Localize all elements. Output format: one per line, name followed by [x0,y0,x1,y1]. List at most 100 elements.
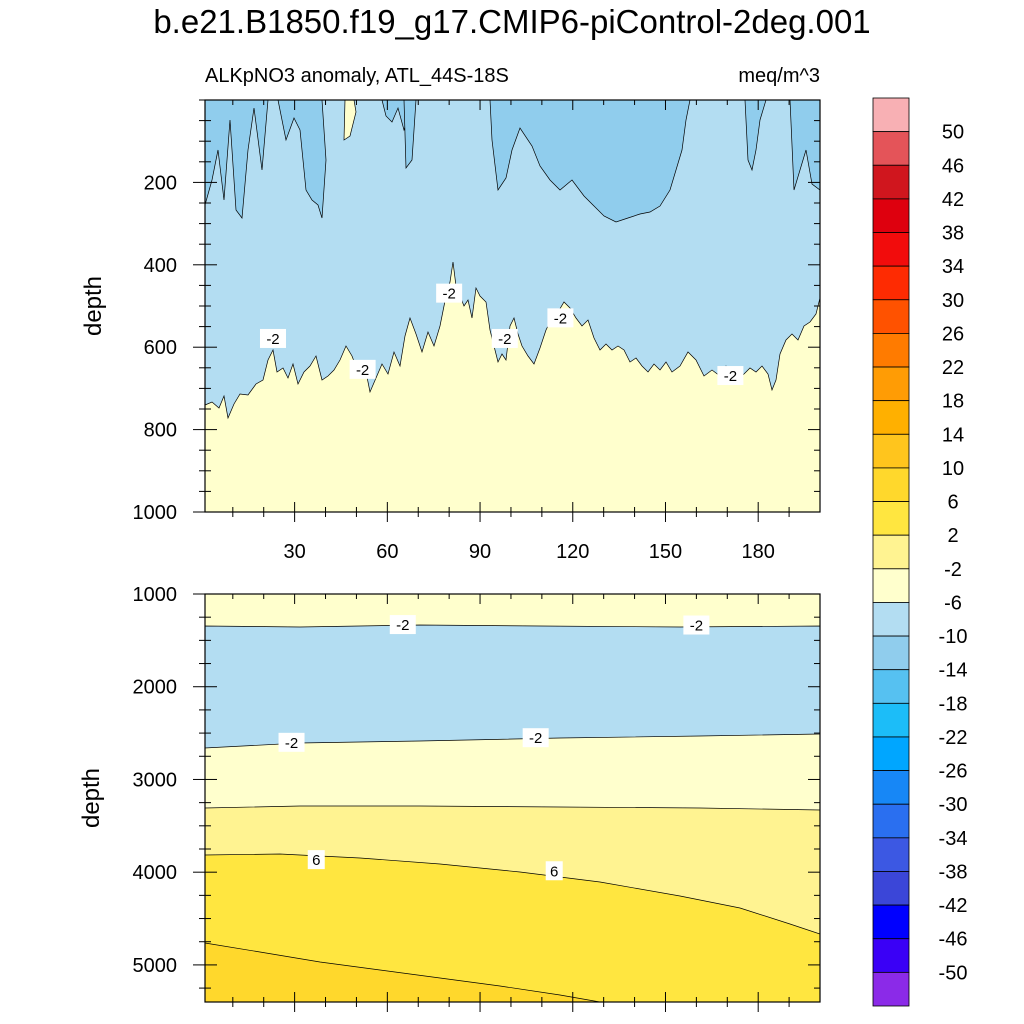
colorbar-label: -6 [944,592,962,614]
x-tick-label: 120 [556,541,589,563]
y-tick-label: 1000 [133,584,178,606]
top-contour-panel: ALKpNO3 anomaly, ATL_44S-18S meq/m^3 30 6… [80,65,821,563]
colorbar-label: -38 [939,861,968,883]
y-tick-label: 2000 [133,677,178,699]
colorbar-swatch [872,971,910,1007]
colorbar-label: 14 [942,424,964,446]
colorbar-swatch [872,770,910,805]
colorbar-swatch [872,534,910,570]
x-tick-label: 180 [742,541,775,563]
colorbar-label: -50 [939,962,968,984]
contour-label: -2 [356,362,369,379]
colorbar-swatch [872,702,910,738]
contour-label-box [683,615,710,635]
colorbar-label: 42 [942,189,964,211]
x-tick-label: 30 [283,541,305,563]
colorbar-swatch [872,736,910,771]
contour-label-box [545,861,563,881]
colorbar-swatch [872,366,910,402]
contour-label-box [436,283,463,303]
contour-label: -2 [442,286,455,303]
top-panel-subtitle: ALKpNO3 anomaly, ATL_44S-18S [205,65,509,87]
colorbar-swatch [872,803,910,839]
contour-label-box [522,728,549,748]
colorbar-label: -26 [939,761,968,783]
colorbar-label: -10 [939,626,968,648]
y-tick-label: 200 [144,172,177,194]
figure-title: b.e21.B1850.f19_g17.CMIP6-piControl-2deg… [153,3,870,40]
contour-label-box [547,308,574,328]
colorbar-label: -42 [939,895,968,917]
contour-label: -2 [724,368,737,385]
contour-label: -2 [529,730,542,747]
colorbar-swatch [872,568,910,603]
colorbar-swatch [872,635,910,671]
y-tick-label: 4000 [133,862,178,884]
colorbar-swatch [872,938,910,973]
colorbar-label: -14 [939,660,968,682]
colorbar-label: 6 [947,492,958,514]
y-tick-label: 1000 [133,502,178,524]
colorbar-swatch [872,198,910,233]
contour-label: -2 [554,310,567,327]
colorbar-swatch [872,400,910,435]
contour-label-box [491,328,518,348]
bottom-contour-panel: 1000 2000 3000 4000 5000 -2 -2 -2 -2 6 6 depth [78,584,821,1012]
colorbar-swatch [872,164,910,200]
contour-label: 6 [550,863,558,880]
colorbar-swatch [872,97,910,133]
contour-label-box [259,328,286,348]
colorbar-swatch [872,602,910,637]
top-region-m10-m6-patch [204,99,269,219]
colorbar-swatch [872,333,910,368]
contour-label: -2 [498,331,511,348]
bottom-panel-ylabel: depth [78,768,105,828]
colorbar-label: 50 [942,122,964,144]
colorbar-swatch [872,232,910,267]
contour-label-box [717,366,744,386]
y-tick-label: 3000 [133,769,178,791]
top-panel-ylabel: depth [80,276,107,336]
colorbar-label: 22 [942,357,964,379]
x-tick-label: 150 [649,541,682,563]
top-panel-frame [204,99,821,513]
colorbar-label: -30 [939,794,968,816]
x-tick-label: 60 [376,541,398,563]
y-tick-label: 600 [144,337,177,359]
contour-label-box [349,359,376,379]
colorbar-swatch [872,871,910,906]
y-tick-label: 800 [144,420,177,442]
top-panel-units: meq/m^3 [738,65,820,87]
contour-label-box [389,615,416,635]
colorbar-label: 46 [942,155,964,177]
colorbar-swatch [872,433,910,469]
top-region-m10-m6-patch [277,99,327,219]
top-region-m10-m6-patch [489,99,691,223]
contour-label: -2 [396,617,409,634]
colorbar: 50 46 42 38 34 30 26 22 18 14 10 6 2 -2 -6 -10 -14 -18 -22… [872,97,968,1007]
colorbar-label: -18 [939,693,968,715]
contour-label: -2 [690,618,703,635]
colorbar-label: 18 [942,391,964,413]
bottom-region-m6-m2 [204,624,821,749]
colorbar-label: 26 [942,323,964,345]
colorbar-label: 34 [942,256,964,278]
contour-label: 6 [312,852,320,869]
x-tick-label: 90 [469,541,491,563]
colorbar-label: -34 [939,828,968,850]
colorbar-swatch [872,265,910,301]
contour-label: -2 [266,331,279,348]
bottom-panel-frame [204,593,821,1003]
colorbar-label: 30 [942,290,964,312]
y-tick-label: 400 [144,255,177,277]
colorbar-swatch [872,904,910,940]
y-tick-label: 5000 [133,955,178,977]
contour-label-box [278,732,305,752]
colorbar-swatch [872,501,910,536]
contour-label: -2 [285,735,298,752]
colorbar-swatch [872,299,910,334]
colorbar-label: -46 [939,929,968,951]
colorbar-label: 38 [942,223,964,245]
colorbar-label: 2 [947,525,958,547]
